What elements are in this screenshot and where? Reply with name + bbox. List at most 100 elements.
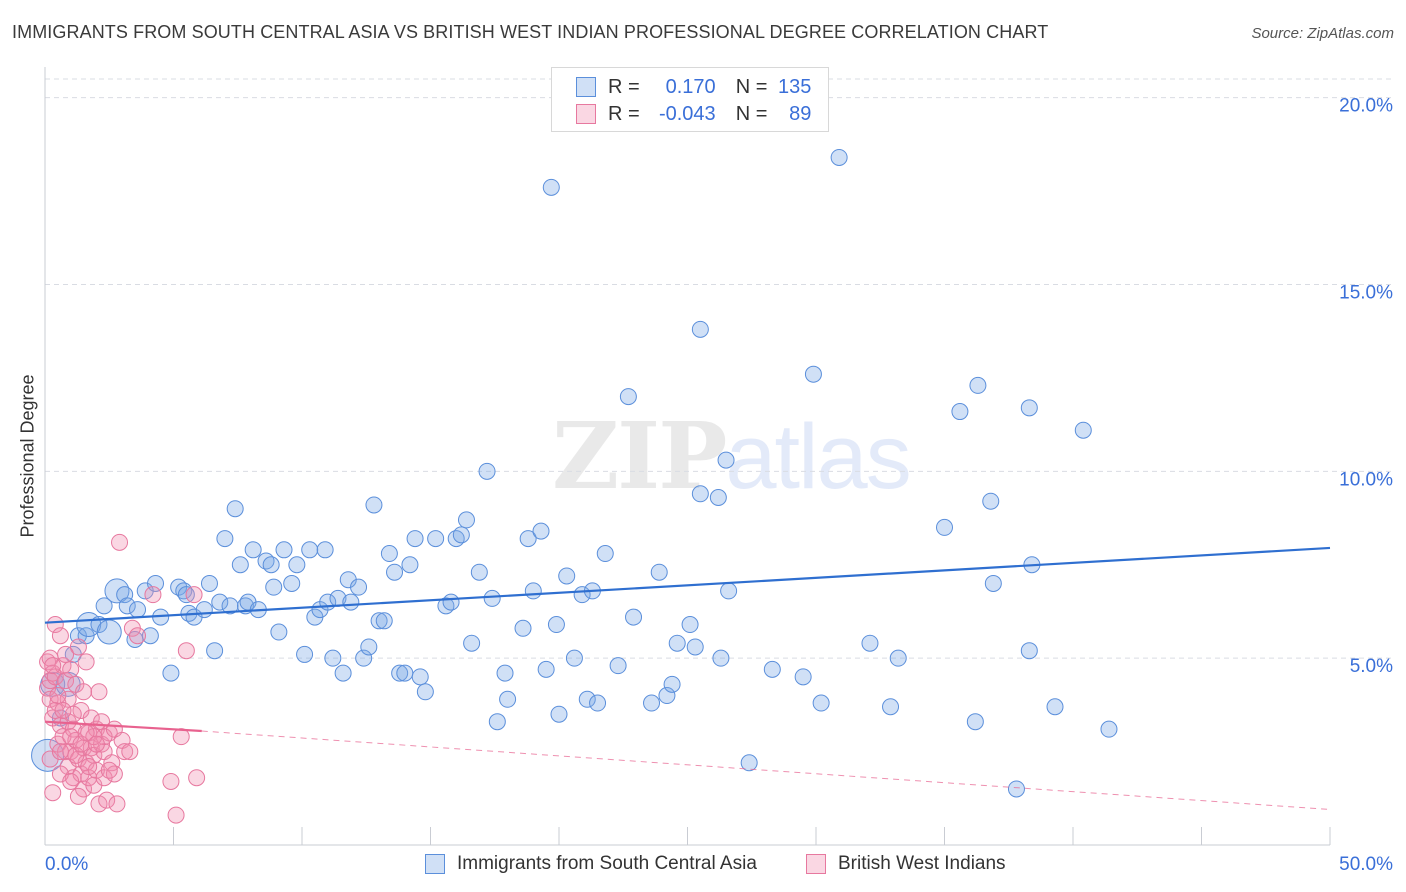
point-south-central-asia	[406, 530, 424, 548]
point-south-central-asia	[514, 619, 532, 637]
trend-line-british-west-indian	[44, 720, 202, 733]
point-british-west-indian	[64, 705, 82, 723]
point-british-west-indian	[177, 642, 195, 660]
point-south-central-asia	[231, 556, 249, 574]
point-south-central-asia	[129, 601, 147, 619]
y-tick-label: 5.0%	[1350, 656, 1393, 677]
point-south-central-asia	[1074, 421, 1092, 439]
point-south-central-asia	[830, 148, 848, 166]
point-south-central-asia	[763, 660, 781, 678]
legend-n-value: 135	[778, 75, 812, 98]
point-british-west-indian	[72, 735, 90, 753]
point-south-central-asia	[691, 320, 709, 338]
point-south-central-asia	[984, 574, 1002, 592]
point-south-central-asia	[457, 511, 475, 529]
point-south-central-asia	[524, 582, 542, 600]
point-south-central-asia	[342, 593, 360, 611]
point-south-central-asia	[1007, 780, 1025, 798]
point-british-west-indian	[62, 660, 80, 678]
point-south-central-asia	[478, 462, 496, 480]
point-south-central-asia	[324, 649, 342, 667]
point-south-central-asia	[609, 657, 627, 675]
point-south-central-asia	[619, 388, 637, 406]
point-british-west-indian	[111, 533, 129, 551]
point-south-central-asia	[681, 616, 699, 634]
point-south-central-asia	[1100, 720, 1118, 738]
point-british-west-indian	[90, 795, 108, 813]
point-british-west-indian	[51, 743, 69, 761]
point-south-central-asia	[95, 597, 113, 615]
point-south-central-asia	[966, 713, 984, 731]
point-british-west-indian	[90, 683, 108, 701]
point-south-central-asia	[596, 545, 614, 563]
point-british-west-indian	[105, 720, 123, 738]
trend-line-british-west-indian-extension	[201, 730, 1331, 811]
point-south-central-asia	[416, 683, 434, 701]
point-south-central-asia	[936, 518, 953, 536]
point-south-central-asia	[76, 612, 102, 638]
legend-r-value: -0.043	[658, 102, 716, 125]
legend-swatch-pink	[576, 104, 596, 124]
point-british-west-indian	[80, 758, 98, 776]
point-south-central-asia	[386, 563, 404, 581]
point-south-central-asia	[691, 485, 709, 503]
point-south-central-asia	[542, 178, 560, 196]
y-axis-label: Professional Degree	[17, 374, 38, 538]
point-british-west-indian	[57, 743, 75, 761]
point-south-central-asia	[301, 541, 319, 559]
point-south-central-asia	[625, 608, 643, 626]
point-south-central-asia	[1046, 698, 1064, 716]
point-south-central-asia	[270, 623, 288, 641]
watermark-atlas: atlas	[725, 406, 911, 508]
point-british-west-indian	[172, 728, 190, 746]
point-south-central-asia	[334, 664, 352, 682]
point-south-central-asia	[712, 649, 730, 667]
point-south-central-asia	[483, 589, 501, 607]
point-south-central-asia	[316, 541, 334, 559]
point-south-central-asia	[244, 541, 262, 559]
point-british-west-indian	[59, 690, 77, 708]
y-tick-label: 10.0%	[1339, 469, 1393, 490]
point-south-central-asia	[283, 574, 301, 592]
point-south-central-asia	[578, 690, 596, 708]
legend-n-value: 89	[789, 102, 812, 125]
point-south-central-asia	[365, 496, 383, 514]
point-south-central-asia	[488, 713, 506, 731]
point-british-west-indian	[100, 761, 118, 779]
y-tick-label: 15.0%	[1339, 283, 1393, 304]
point-south-central-asia	[296, 645, 314, 663]
point-british-west-indian	[44, 784, 62, 802]
point-south-central-asia	[226, 500, 244, 518]
legend-n-label: N =	[735, 102, 768, 125]
point-south-central-asia	[375, 612, 393, 630]
bottom-legend-swatch-pink	[806, 854, 826, 874]
point-south-central-asia	[200, 574, 218, 592]
point-south-central-asia	[650, 563, 668, 581]
legend-r-label: R =	[608, 75, 640, 98]
point-south-central-asia	[206, 642, 224, 660]
point-south-central-asia	[195, 601, 213, 619]
point-south-central-asia	[360, 638, 378, 656]
point-south-central-asia	[370, 612, 388, 630]
bottom-legend-label-series1: Immigrants from South Central Asia	[457, 853, 757, 874]
point-south-central-asia	[96, 619, 122, 645]
point-south-central-asia	[211, 593, 229, 611]
point-british-west-indian	[129, 627, 147, 645]
point-british-west-indian	[87, 735, 105, 753]
point-south-central-asia	[427, 530, 445, 548]
point-south-central-asia	[116, 586, 134, 604]
point-british-west-indian	[116, 743, 134, 761]
point-south-central-asia	[812, 694, 830, 712]
point-south-central-asia	[709, 488, 727, 506]
x-tick-label: 50.0%	[1339, 854, 1393, 875]
point-british-west-indian	[49, 687, 67, 705]
x-tick-label: 0.0%	[45, 854, 88, 875]
point-south-central-asia	[969, 376, 987, 394]
point-south-central-asia	[118, 597, 136, 615]
legend: R = 0.170 N = 135 R = -0.043 N = 89	[551, 67, 829, 132]
point-british-west-indian	[41, 690, 59, 708]
point-british-west-indian	[62, 772, 80, 790]
bottom-legend-label-series2: British West Indians	[838, 853, 1006, 874]
point-south-central-asia	[1020, 642, 1038, 660]
point-british-west-indian	[108, 795, 126, 813]
